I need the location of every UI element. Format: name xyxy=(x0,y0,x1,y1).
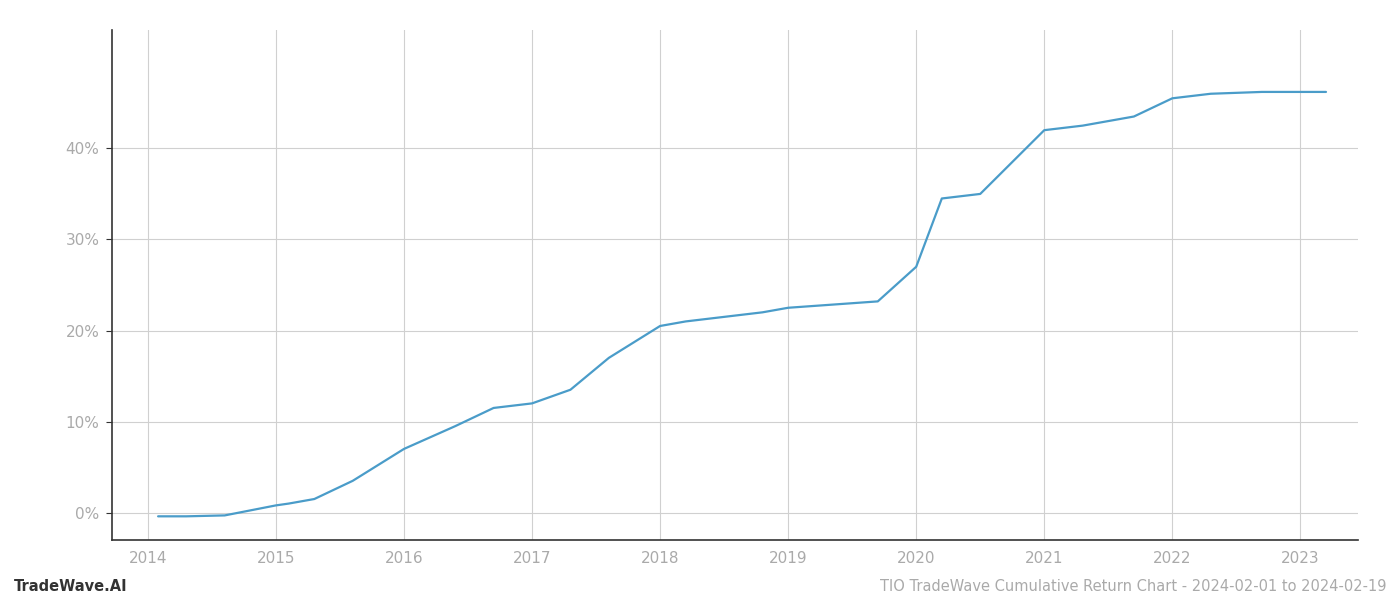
Text: TIO TradeWave Cumulative Return Chart - 2024-02-01 to 2024-02-19: TIO TradeWave Cumulative Return Chart - … xyxy=(879,579,1386,594)
Text: TradeWave.AI: TradeWave.AI xyxy=(14,579,127,594)
